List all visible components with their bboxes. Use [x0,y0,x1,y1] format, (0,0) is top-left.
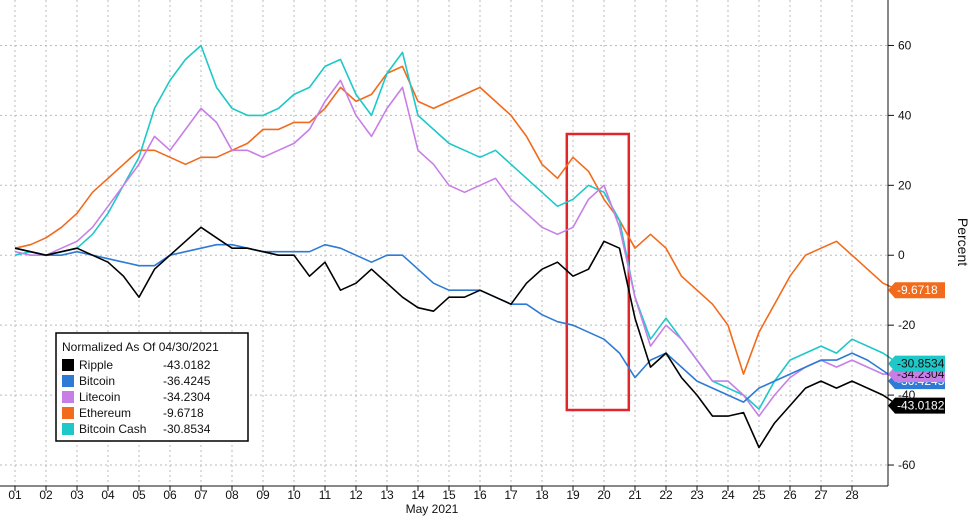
series-line-litecoin [14,79,899,417]
x-tick-label: 10 [287,488,301,502]
x-tick-label: 03 [70,488,84,502]
legend: Normalized As Of 04/30/2021 Ripple -43.01… [55,332,249,442]
x-tick-label: 14 [411,488,425,502]
y-tick-label: 20 [898,178,912,192]
y-axis-label: Percent [955,218,971,266]
x-tick-label: 20 [597,488,611,502]
series-line-ethereum [14,65,899,375]
x-axis-ticks: 01 02 03 04 05 06 07 08 09 10 11 12 13 14 15 16 17 18 19 20… [8,486,859,502]
legend-box [55,332,249,442]
legend-series-value: -9.6718 [163,406,204,420]
x-tick-label: 04 [101,488,115,502]
legend-swatch [62,391,74,403]
x-tick-label: 19 [566,488,580,502]
y-tick-label: 0 [898,248,905,262]
badge-ethereum: -9.6718 [888,282,945,299]
series-line-bitcoin-cash [14,44,899,410]
x-tick-label: 25 [752,488,766,502]
badge-shape [888,397,945,414]
x-tick-label: 02 [39,488,53,502]
legend-item-litecoin: Litecoin -34.2304 [62,390,211,404]
x-tick-label: 21 [628,488,642,502]
highlight-box-layer [565,132,631,412]
legend-item-bitcoin-cash: Bitcoin Cash -30.8534 [62,422,211,436]
legend-series-name: Bitcoin [79,374,115,388]
x-tick-label: 08 [225,488,239,502]
legend-series-name: Ethereum [79,406,131,420]
y-tick-label: 40 [898,108,912,122]
x-axis-label: May 2021 [406,502,459,516]
x-tick-label: 07 [194,488,208,502]
badge-shape [888,355,945,372]
legend-series-value: -43.0182 [163,358,211,372]
legend-series-value: -36.4245 [163,374,211,388]
y-tick-label: -60 [898,458,916,472]
x-tick-label: 23 [690,488,704,502]
x-tick-label: 13 [380,488,394,502]
badge-value: -30.8534 [897,357,945,371]
badge-value: -43.0182 [897,399,945,413]
y-tick-label: 60 [898,38,912,52]
highlight-box [565,132,631,412]
badge-ripple: -43.0182 [888,397,945,414]
x-tick-label: 01 [8,488,22,502]
x-tick-label: 18 [535,488,549,502]
legend-rows: Ripple -43.0182 Bitcoin -36.4245 Litecoin -34… [62,358,211,436]
legend-item-bitcoin: Bitcoin -36.4245 [62,374,211,388]
legend-series-value: -34.2304 [163,390,211,404]
series-line-bitcoin [14,243,899,403]
y-tick-label: -20 [898,318,916,332]
badge-bitcoin-cash: -30.8534 [888,355,945,372]
x-tick-label: 09 [256,488,270,502]
legend-title: Normalized As Of 04/30/2021 [62,340,219,354]
x-tick-label: 16 [473,488,487,502]
last-value-badges: -43.0182-36.4245-34.2304-9.6718-30.8534 [888,282,945,414]
legend-item-ethereum: Ethereum -9.6718 [62,406,204,420]
x-tick-label: 24 [721,488,735,502]
legend-series-name: Litecoin [79,390,120,404]
x-tick-label: 22 [659,488,673,502]
x-tick-label: 26 [783,488,797,502]
x-tick-label: 06 [163,488,177,502]
x-tick-label: 17 [504,488,518,502]
x-tick-label: 27 [814,488,828,502]
legend-swatch [62,359,74,371]
series-line-ripple [14,226,899,449]
badge-value: -9.6718 [897,283,938,297]
x-tick-label: 05 [132,488,146,502]
badge-shape [888,282,945,299]
legend-series-name: Bitcoin Cash [79,422,146,436]
legend-swatch [62,423,74,435]
x-tick-label: 12 [349,488,363,502]
legend-item-ripple: Ripple -43.0182 [62,358,211,372]
x-tick-label: 28 [845,488,859,502]
series-lines [14,44,899,449]
legend-series-name: Ripple [79,358,113,372]
legend-swatch [62,375,74,387]
legend-series-value: -30.8534 [163,422,211,436]
x-tick-label: 11 [319,488,332,502]
x-tick-label: 15 [442,488,456,502]
legend-swatch [62,407,74,419]
